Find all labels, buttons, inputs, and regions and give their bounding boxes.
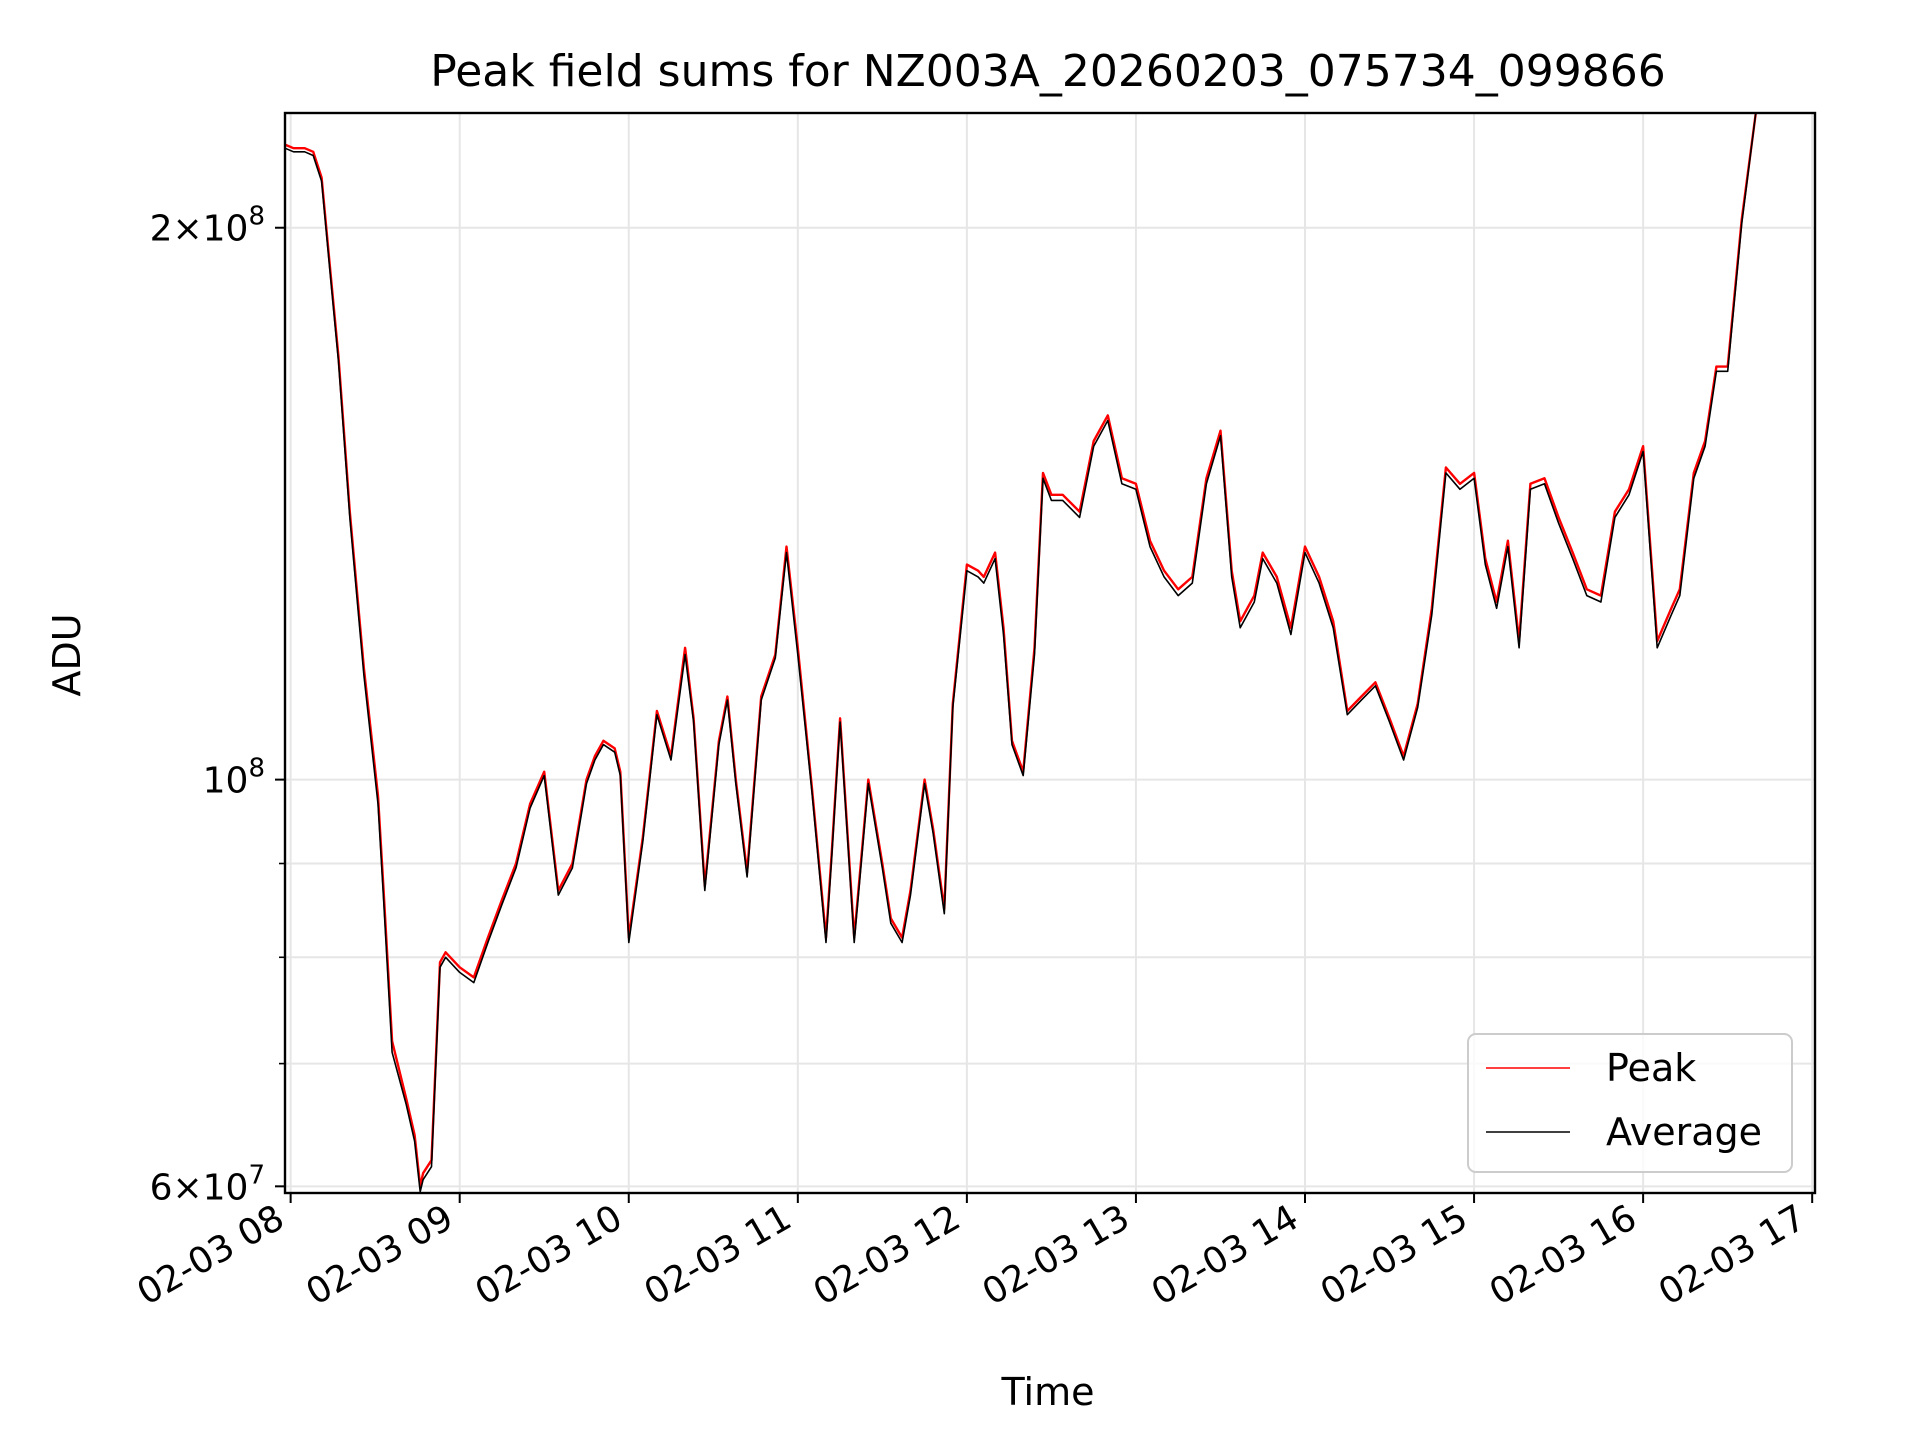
y-axis-label: ADU [45,613,89,696]
legend-label-peak: Peak [1606,1046,1696,1090]
legend: Peak Average [1467,1033,1793,1173]
grid [285,113,1815,1193]
y-axis: 6×107 108 2×108 [150,202,285,1208]
plot-frame [283,111,1817,1195]
x-axis-label: Time [1001,1370,1095,1414]
series-lines [284,112,1757,1193]
y-tick-label: 108 [203,754,265,802]
chart-title: Peak field sums for NZ003A_20260203_0757… [430,46,1665,97]
series-line-peak [284,112,1757,1188]
y-tick-label: 2×108 [150,202,265,250]
legend-label-average: Average [1606,1110,1762,1154]
y-tick-label: 6×107 [150,1160,265,1208]
series-line-average [284,112,1757,1193]
